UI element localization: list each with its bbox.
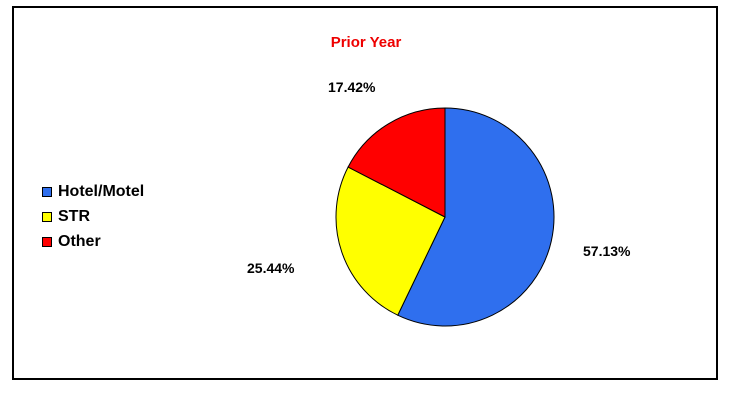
legend-item-other: Other <box>42 229 144 254</box>
data-label-str: 25.44% <box>247 260 295 276</box>
chart-legend: Hotel/Motel STR Other <box>42 179 144 254</box>
legend-swatch-hotel-motel <box>42 186 52 197</box>
legend-swatch-other <box>42 236 52 247</box>
pie-slice-hotel-motel <box>397 107 555 327</box>
legend-item-hotel-motel: Hotel/Motel <box>42 179 144 204</box>
pie-slice-other <box>347 107 446 218</box>
legend-label-hotel-motel: Hotel/Motel <box>58 182 145 200</box>
legend-item-str: STR <box>42 204 144 229</box>
data-label-hotel-motel: 57.13% <box>583 243 631 259</box>
legend-label-str: STR <box>58 207 90 225</box>
chart-title: Prior Year <box>330 34 402 51</box>
legend-label-other: Other <box>58 232 101 250</box>
data-label-other: 17.42% <box>328 79 376 95</box>
pie-slice-str <box>335 166 446 316</box>
legend-swatch-str <box>42 211 52 222</box>
